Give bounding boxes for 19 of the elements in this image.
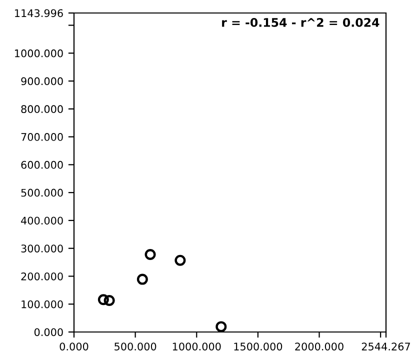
y-tick-label: 0.000 bbox=[34, 328, 63, 336]
y-tick-label: 200.000 bbox=[21, 272, 63, 280]
x-tick-label: 1500.000 bbox=[234, 342, 282, 350]
y-tick-label: 800.000 bbox=[21, 105, 63, 114]
y-tick-label: 500.000 bbox=[21, 188, 63, 197]
y-tick-label: 100.000 bbox=[22, 300, 63, 308]
x-tick-label: 2544.267 bbox=[362, 342, 410, 350]
x-tick-label: 0.000 bbox=[60, 342, 88, 350]
annotation: r = -0.154 - r^2 = 0.024 bbox=[222, 18, 380, 27]
y-tick-label: 700.000 bbox=[21, 133, 63, 141]
y-tick-label: 300.000 bbox=[21, 244, 63, 252]
y-tick-label: 900.000 bbox=[21, 77, 63, 86]
x-tick-label: 2000.000 bbox=[295, 342, 344, 350]
y-tick-label: 1143.996 bbox=[15, 9, 63, 18]
x-tick-label: 1000.000 bbox=[172, 342, 221, 350]
x-tick-label: 500.000 bbox=[114, 342, 156, 350]
y-tick-label: 1000.000 bbox=[15, 49, 63, 58]
y-tick-label: 400.000 bbox=[21, 216, 63, 225]
y-tick-label: 600.000 bbox=[21, 160, 63, 169]
